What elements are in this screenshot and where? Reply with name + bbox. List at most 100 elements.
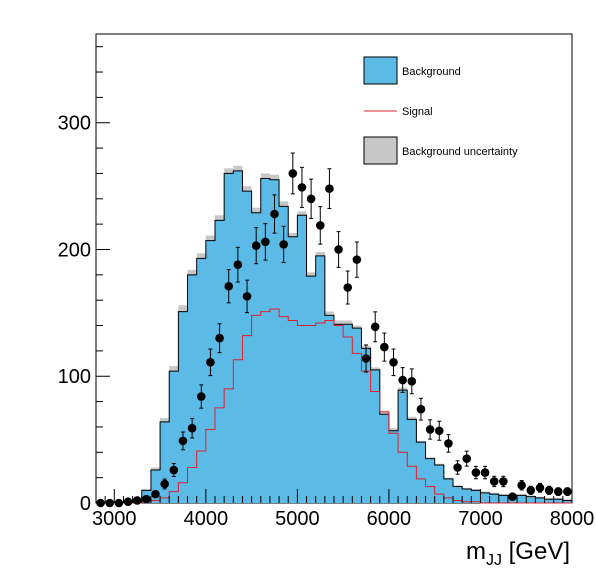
data-point: [535, 483, 545, 493]
x-tick-label: 3000: [92, 508, 137, 530]
x-tick-label: 6000: [367, 508, 412, 530]
background-bin: [535, 497, 545, 503]
background-bin: [562, 500, 573, 503]
y-tick-label: 100: [58, 366, 91, 388]
background-bin: [279, 206, 289, 503]
background-bin: [379, 414, 390, 503]
y-tick-label: 0: [80, 493, 91, 515]
background-bin: [242, 191, 253, 503]
data-point: [370, 322, 380, 332]
data-point: [306, 194, 316, 204]
legend-label-background: Background: [402, 66, 461, 78]
data-point: [279, 240, 288, 249]
background-bin: [425, 458, 436, 503]
data-point: [425, 425, 435, 434]
background-bin: [498, 495, 509, 503]
background-bin: [544, 499, 555, 503]
data-point: [142, 494, 151, 504]
data-point: [398, 375, 407, 385]
data-point: [380, 342, 389, 352]
background-bin: [324, 315, 335, 503]
background-bin: [233, 170, 243, 504]
background-bin: [471, 490, 481, 503]
x-tick-label: 5000: [275, 508, 320, 530]
background-bin: [160, 421, 170, 503]
data-point: [233, 260, 243, 269]
background-bin: [480, 492, 491, 503]
background-bin: [398, 390, 408, 503]
background-bin: [150, 470, 161, 503]
background-bin: [251, 212, 262, 503]
x-axis-title-main: m: [466, 538, 486, 565]
background-bin: [224, 173, 234, 503]
data-point: [215, 333, 224, 343]
data-point: [178, 436, 188, 446]
data-point: [508, 492, 517, 501]
data-point: [361, 354, 371, 363]
background-bin: [434, 464, 445, 503]
data-point: [169, 465, 179, 475]
x-axis-title-subscript: JJ: [486, 552, 502, 569]
data-point: [196, 392, 206, 401]
background-histogram: [96, 170, 573, 504]
data-point: [407, 377, 417, 386]
data-point: [251, 241, 261, 250]
x-tick-label: 7000: [458, 508, 503, 530]
legend-swatch-background: [363, 56, 398, 85]
data-point: [297, 183, 307, 192]
background-bin: [416, 442, 426, 503]
data-point: [517, 480, 526, 490]
data-point: [471, 468, 481, 477]
background-bin: [187, 274, 198, 503]
background-bin: [196, 258, 207, 503]
data-point: [553, 487, 563, 496]
data-point: [352, 255, 362, 264]
data-point: [444, 439, 453, 448]
x-tick-label: 8000: [550, 508, 595, 530]
data-point: [526, 486, 536, 495]
legend-swatch-uncertainty: [363, 136, 398, 165]
data-point: [489, 477, 499, 486]
data-point: [160, 479, 169, 489]
data-point: [343, 283, 353, 292]
background-bin: [334, 324, 344, 503]
background-bin: [169, 371, 179, 503]
x-axis-title: mJJ [GeV]: [466, 538, 570, 569]
data-point: [462, 454, 472, 463]
data-point: [544, 486, 554, 495]
data-point: [132, 496, 142, 505]
background-bin: [361, 348, 372, 503]
data-point: [315, 221, 325, 230]
data-point: [151, 489, 160, 499]
background-bin: [489, 494, 500, 503]
background-bin: [269, 179, 280, 503]
background-bin: [553, 499, 564, 503]
signal-histogram: [96, 308, 572, 504]
background-bin: [178, 311, 188, 503]
data-point: [242, 292, 252, 301]
background-bin: [315, 255, 326, 503]
background-outline: [96, 170, 573, 504]
data-point: [499, 477, 508, 486]
background-bin: [288, 236, 298, 504]
y-tick-label: 300: [58, 113, 91, 135]
background-bin: [306, 276, 317, 503]
signal-line: [96, 308, 572, 504]
background-bin: [370, 369, 381, 503]
background-bin: [343, 324, 353, 503]
legend: Background Signal Background uncertainty: [363, 56, 518, 165]
background-bin: [526, 496, 536, 503]
legend-label-uncertainty: Background uncertainty: [402, 146, 518, 158]
data-points: [96, 152, 572, 508]
y-axis-ticks: 0 100 200 300: [58, 46, 110, 515]
background-bin: [443, 478, 454, 503]
background-bin: [453, 486, 463, 503]
data-point: [563, 487, 572, 496]
data-point: [206, 358, 215, 367]
x-tick-label: 4000: [184, 508, 229, 530]
data-point: [434, 426, 444, 436]
data-point: [416, 404, 426, 414]
data-point: [123, 497, 133, 507]
x-axis-ticks: 3000 4000 5000 6000 7000 8000: [92, 489, 594, 530]
